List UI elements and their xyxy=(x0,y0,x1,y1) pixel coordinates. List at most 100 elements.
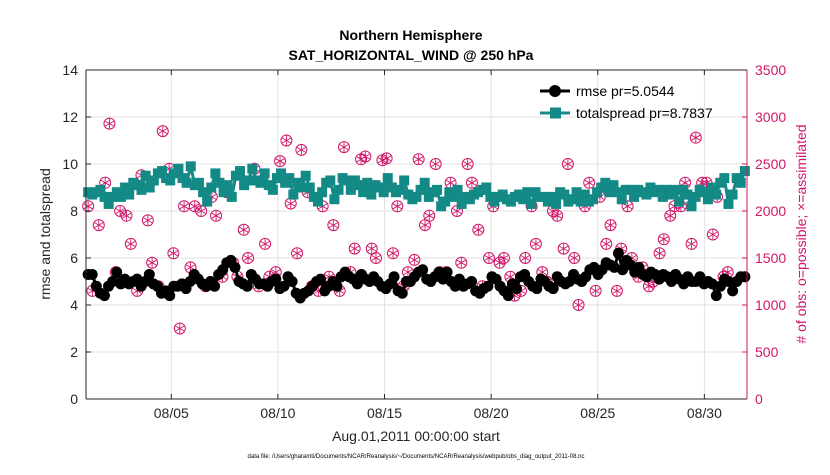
obs-count-point xyxy=(237,223,250,236)
obs-possible-marker xyxy=(497,252,510,264)
obs-assimilated-marker xyxy=(388,250,398,257)
totalspread-point xyxy=(345,184,356,195)
totalspread-point xyxy=(682,189,693,200)
totalspread-point xyxy=(399,175,410,186)
rmse-point xyxy=(278,280,290,292)
obs-assimilated-marker xyxy=(292,250,302,257)
obs-assimilated-marker xyxy=(271,269,281,275)
obs-possible-marker xyxy=(561,158,574,170)
obs-assimilated-marker xyxy=(452,208,462,214)
obs-possible-marker xyxy=(600,237,613,250)
obs-count-point xyxy=(689,131,702,144)
obs-possible-marker xyxy=(493,256,506,269)
rmse-point xyxy=(98,290,110,302)
y-axis-label-left: rmse and totalspread xyxy=(37,168,53,300)
obs-assimilated-marker xyxy=(697,179,707,186)
obs-assimilated-marker xyxy=(467,179,477,186)
obs-assimilated-marker xyxy=(484,255,494,261)
totalspread-point xyxy=(707,182,718,193)
totalspread-point xyxy=(198,187,209,198)
obs-possible-marker xyxy=(120,209,133,222)
chart-title-line2: SAT_HORIZONTAL_WIND @ 250 hPa xyxy=(289,47,534,63)
totalspread-point xyxy=(735,177,746,188)
obs-count-point xyxy=(291,247,304,260)
totalspread-point xyxy=(136,184,147,195)
obs-assimilated-marker xyxy=(168,250,178,257)
obs-count-point xyxy=(173,322,186,335)
x-tick-label: 08/10 xyxy=(260,405,295,421)
obs-assimilated-marker xyxy=(591,288,601,294)
obs-count-point xyxy=(408,253,421,266)
obs-possible-marker xyxy=(103,117,116,130)
obs-assimilated-marker xyxy=(196,208,206,214)
totalspread-point xyxy=(267,184,278,195)
totalspread-point xyxy=(235,166,246,177)
obs-possible-marker xyxy=(167,247,180,260)
obs-possible-marker xyxy=(348,242,361,255)
totalspread-point xyxy=(276,168,287,179)
obs-assimilated-marker xyxy=(473,226,483,233)
y-tick-label-right: 1500 xyxy=(755,250,786,266)
rmse-point xyxy=(739,271,751,283)
totalspread-point xyxy=(686,201,697,212)
totalspread-point xyxy=(571,187,582,198)
obs-possible-marker xyxy=(387,247,400,260)
rmse-point xyxy=(209,280,221,292)
y-tick-label-left: 10 xyxy=(62,156,78,172)
obs-possible-marker xyxy=(156,125,169,138)
obs-count-point xyxy=(348,242,361,255)
totalspread-point xyxy=(612,187,623,198)
obs-assimilated-marker xyxy=(605,222,616,228)
totalspread-point xyxy=(341,175,352,186)
totalspread-point xyxy=(354,180,365,191)
obs-possible-marker xyxy=(455,256,468,269)
rmse-point xyxy=(723,276,735,287)
obs-assimilated-marker xyxy=(708,231,718,238)
obs-possible-marker xyxy=(589,284,602,297)
totalspread-point xyxy=(99,191,110,202)
totalspread-point xyxy=(604,187,615,198)
totalspread-point xyxy=(616,194,627,205)
rmse-point xyxy=(229,261,241,273)
totalspread-point xyxy=(255,177,266,188)
totalspread-point xyxy=(575,196,586,207)
obs-count-point xyxy=(572,299,585,311)
totalspread-point xyxy=(193,177,204,188)
obs-assimilated-marker xyxy=(495,259,505,266)
y-tick-label-right: 1000 xyxy=(755,297,786,313)
obs-assimilated-marker xyxy=(601,241,611,247)
obs-assimilated-marker xyxy=(687,241,697,247)
obs-possible-marker xyxy=(423,209,436,222)
x-tick-label: 08/15 xyxy=(367,405,402,421)
obs-possible-marker xyxy=(529,237,542,250)
totalspread-point xyxy=(165,175,176,186)
totalspread-point xyxy=(559,189,570,200)
totalspread-point xyxy=(608,180,619,191)
obs-possible-marker xyxy=(146,256,159,269)
obs-assimilated-marker xyxy=(339,144,349,150)
obs-count-point xyxy=(557,242,570,255)
obs-assimilated-marker xyxy=(424,212,434,219)
obs-possible-marker xyxy=(657,233,670,246)
totalspread-point xyxy=(333,184,344,195)
obs-assimilated-marker xyxy=(100,179,110,186)
totalspread-point xyxy=(526,198,537,209)
obs-assimilated-marker xyxy=(537,269,547,275)
obs-count-point xyxy=(391,200,404,213)
obs-assimilated-marker xyxy=(563,161,573,167)
obs-count-point xyxy=(210,209,223,222)
obs-count-point xyxy=(423,209,436,222)
rmse-point xyxy=(111,266,123,278)
obs-count-point xyxy=(589,284,602,297)
totalspread-point xyxy=(157,166,168,177)
obs-possible-marker xyxy=(391,200,404,213)
y-tick-label-left: 8 xyxy=(70,203,78,219)
obs-count-point xyxy=(412,153,425,166)
rmse-point xyxy=(315,273,327,285)
obs-assimilated-marker xyxy=(328,222,338,228)
obs-count-point xyxy=(493,256,506,269)
obs-possible-marker xyxy=(295,143,308,156)
rmse-point xyxy=(612,247,624,259)
obs-possible-marker xyxy=(412,153,425,166)
